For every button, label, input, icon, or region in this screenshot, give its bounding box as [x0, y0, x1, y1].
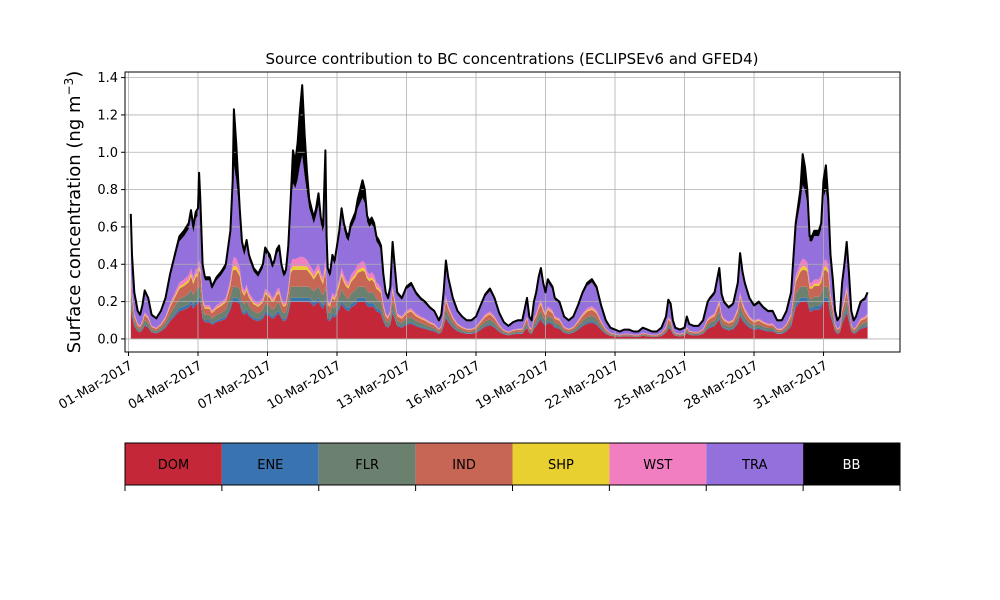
x-tick-label: 16-Mar-2017	[404, 358, 483, 412]
legend-swatch-dom	[125, 443, 222, 485]
area-series-ind	[130, 269, 868, 336]
total-outline	[129, 84, 869, 333]
y-tick-label: 1.0	[97, 146, 118, 161]
chart-title: Source contribution to BC concentrations…	[265, 50, 758, 68]
legend-swatch-flr	[318, 443, 416, 485]
legend-swatch-wst	[609, 443, 707, 485]
legend-label-tra: TRA	[741, 458, 767, 473]
legend-label-ind: IND	[452, 458, 476, 473]
y-tick-label: 0.6	[97, 220, 118, 235]
x-tick-label: 07-Mar-2017	[195, 358, 274, 412]
legend-label-wst: WST	[643, 458, 672, 473]
y-tick-label: 1.4	[97, 71, 118, 86]
legend-label-dom: DOM	[158, 458, 189, 473]
legend-label-ene: ENE	[257, 458, 283, 473]
legend-swatch-ind	[415, 443, 513, 485]
x-tick-label: 25-Mar-2017	[612, 358, 691, 412]
y-tick-label: 0.2	[97, 295, 118, 310]
legend: DOM ENE FLR IND SHP WST TRA BB	[124, 442, 901, 491]
area-series-flr	[130, 286, 868, 337]
grid-lines	[125, 72, 900, 352]
x-tick-label: 04-Mar-2017	[126, 358, 205, 412]
x-tick-label: 28-Mar-2017	[682, 358, 761, 412]
x-axis-ticks: 01-Mar-201704-Mar-201707-Mar-201710-Mar-…	[56, 352, 831, 413]
plot-frame	[124, 71, 901, 353]
x-tick-label: 19-Mar-2017	[473, 358, 552, 412]
legend-label-shp: SHP	[548, 458, 574, 473]
x-tick-label: 10-Mar-2017	[265, 358, 344, 412]
x-tick-label: 22-Mar-2017	[543, 358, 622, 412]
y-axis-ticks: 0.0 0.2 0.4 0.6 0.8 1.0 1.2 1.4	[97, 71, 125, 347]
y-tick-label: 0.0	[97, 332, 118, 347]
stacked-areas	[130, 85, 868, 339]
x-tick-label: 01-Mar-2017	[56, 358, 135, 412]
legend-label-bb: BB	[843, 458, 861, 473]
total-line	[129, 84, 869, 333]
legend-swatch-ene	[221, 443, 319, 485]
y-tick-label: 0.4	[97, 258, 118, 273]
x-tick-label: 13-Mar-2017	[334, 358, 413, 412]
legend-label-flr: FLR	[355, 458, 379, 473]
legend-swatch-shp	[512, 443, 610, 485]
legend-swatch-tra	[706, 443, 804, 485]
legend-swatch-bb	[803, 443, 900, 485]
area-series-dom	[130, 301, 868, 339]
y-tick-label: 0.8	[97, 183, 118, 198]
y-tick-label: 1.2	[97, 108, 118, 123]
x-tick-label: 31-Mar-2017	[751, 358, 830, 412]
y-axis-label: Surface concentration (ng m−3)	[62, 71, 85, 354]
